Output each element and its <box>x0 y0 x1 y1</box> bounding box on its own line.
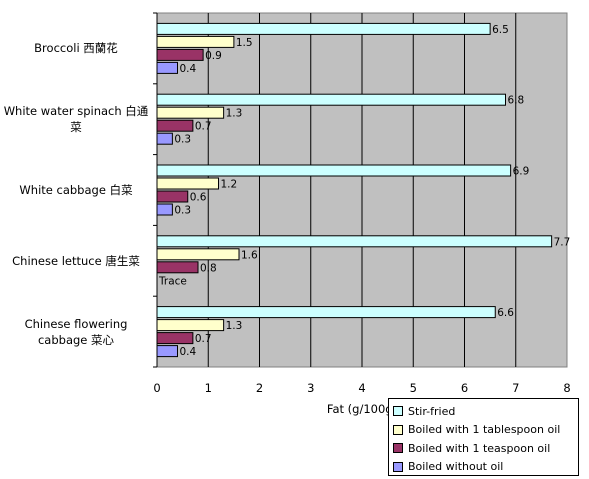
data-label: 0.7 <box>195 121 212 133</box>
category-label: Chinese lettuce 唐生菜 <box>12 253 140 268</box>
data-label: 0.7 <box>195 333 212 345</box>
data-label: 7.7 <box>554 236 571 248</box>
data-label: 6.8 <box>508 95 525 107</box>
bar <box>156 119 194 132</box>
data-label: 1.3 <box>226 108 243 120</box>
category-label: Broccoli 西蘭花 <box>34 41 118 56</box>
legend-item: Boiled with 1 teaspoon oil <box>393 439 578 458</box>
legend-swatch <box>393 406 403 417</box>
bar <box>156 248 240 261</box>
legend-swatch <box>393 443 403 454</box>
x-tick-label: 3 <box>307 381 314 395</box>
data-label: 6.6 <box>497 307 514 319</box>
bar <box>156 106 225 119</box>
bar <box>156 22 491 35</box>
category-label: White water spinach 白通菜 <box>3 104 149 135</box>
data-label: 0.9 <box>205 50 222 62</box>
bar <box>156 332 194 345</box>
legend-swatch <box>393 424 403 435</box>
data-label: 0.8 <box>200 262 217 274</box>
bar <box>156 319 225 332</box>
legend: Stir-fried Boiled with 1 tablespoon oil Bo… <box>388 398 579 476</box>
legend-item: Boiled with 1 tablespoon oil <box>393 421 578 440</box>
x-tick-label: 0 <box>153 381 160 395</box>
category-label: White cabbage 白菜 <box>19 183 133 197</box>
data-label: 0.3 <box>174 134 191 146</box>
bar <box>156 235 553 248</box>
data-label: Trace <box>158 275 187 287</box>
data-label: 1.6 <box>241 249 258 261</box>
x-axis-title: Fat (g/100g) <box>326 402 398 416</box>
data-label: 6.5 <box>492 24 509 36</box>
legend-item: Boiled without oil <box>393 458 578 477</box>
x-tick-label: 7 <box>512 381 519 395</box>
bar <box>156 35 235 48</box>
bar <box>156 93 506 106</box>
bar <box>156 261 199 274</box>
legend-label: Boiled with 1 tablespoon oil <box>408 423 561 437</box>
data-label: 6.9 <box>513 166 530 178</box>
data-label: 1.3 <box>226 320 243 332</box>
bar <box>156 306 496 319</box>
bar <box>156 61 178 74</box>
x-tick-label: 2 <box>256 381 263 395</box>
x-tick-label: 6 <box>461 381 468 395</box>
bar <box>156 48 204 61</box>
data-label: 0.6 <box>190 192 207 204</box>
data-label: 1.5 <box>236 37 253 49</box>
category-label: Chinese flowering cabbage 菜心 <box>24 316 128 347</box>
legend-item: Stir-fried <box>393 402 578 421</box>
data-label: 1.2 <box>221 179 238 191</box>
bar <box>156 190 189 203</box>
x-tick-label: 1 <box>205 381 212 395</box>
data-label: 0.3 <box>174 205 191 217</box>
legend-label: Stir-fried <box>408 404 456 418</box>
bar <box>156 345 178 358</box>
bar <box>156 164 512 177</box>
data-label: 0.4 <box>180 346 197 358</box>
data-label: 0.4 <box>180 63 197 75</box>
bar <box>156 132 173 145</box>
legend-swatch <box>393 461 403 472</box>
bar <box>156 203 173 216</box>
x-tick-label: 5 <box>410 381 417 395</box>
bar <box>156 177 219 190</box>
x-tick-label: 8 <box>563 381 570 395</box>
legend-label: Boiled without oil <box>408 460 504 474</box>
x-tick-label: 4 <box>358 381 365 395</box>
legend-label: Boiled with 1 teaspoon oil <box>408 441 551 455</box>
